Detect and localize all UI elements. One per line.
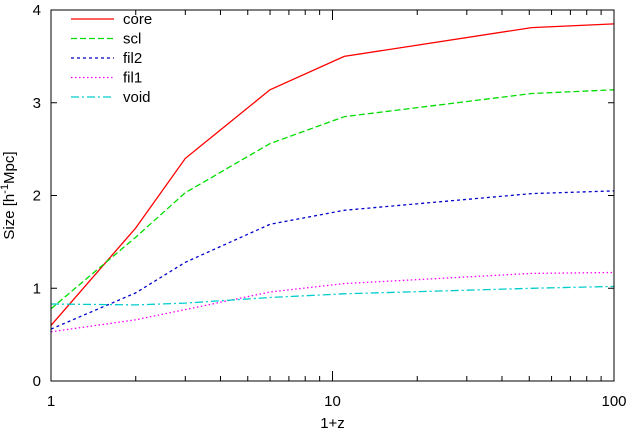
y-axis-label-rest: Mpc]	[1, 151, 18, 184]
series-line-fil2	[50, 190, 615, 330]
series-line-fil1	[50, 271, 615, 333]
x-tick-label: 10	[324, 393, 341, 410]
legend-label-fil2: fil2	[123, 50, 142, 67]
series-line-core	[50, 23, 615, 326]
y-axis-label-main: Size [h	[1, 194, 18, 240]
legend: core scl fil2 fil1 void	[71, 11, 152, 106]
y-axis-label: Size [h-1Mpc]	[0, 151, 18, 239]
y-tick-label: 4	[33, 2, 41, 19]
series-line-void	[50, 285, 615, 306]
legend-label-void: void	[123, 89, 151, 106]
y-tick-label: 3	[33, 95, 41, 112]
x-axis-label: 1+z	[320, 415, 345, 432]
x-tick-label: 1	[47, 393, 55, 410]
legend-label-scl: scl	[123, 31, 141, 48]
y-tick-label: 1	[33, 280, 41, 297]
legend-label-core: core	[123, 11, 152, 28]
legend-label-fil1: fil1	[123, 70, 142, 87]
y-tick-label: 2	[33, 188, 41, 205]
x-tick-label: 100	[601, 393, 626, 410]
y-axis-label-superscript: -1	[0, 184, 11, 194]
y-tick-label: 0	[33, 373, 41, 390]
series-line-scl	[50, 89, 615, 310]
plot-marks	[50, 23, 615, 333]
